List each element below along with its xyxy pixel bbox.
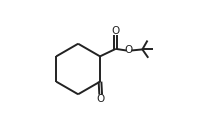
- Text: O: O: [124, 46, 133, 55]
- Text: O: O: [112, 26, 120, 36]
- Text: O: O: [97, 94, 105, 104]
